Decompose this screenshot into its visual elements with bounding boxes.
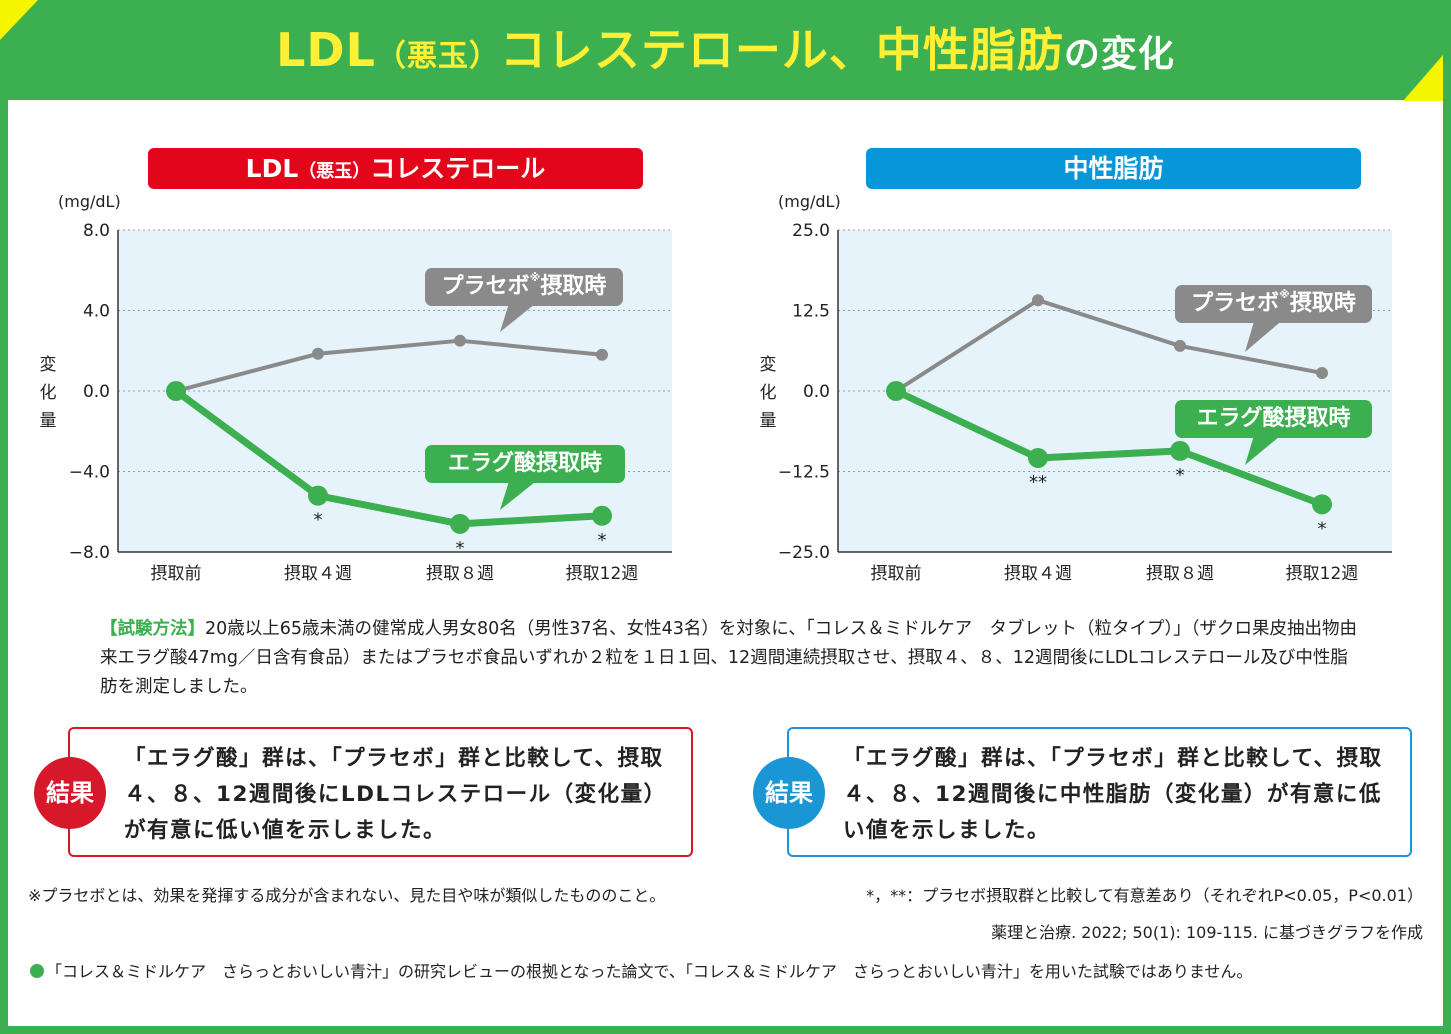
x-tick-label: 摂取８週 <box>1146 564 1214 584</box>
bubble-mark: ※ <box>1279 288 1290 301</box>
title-main: コレステロール、中性脂肪 <box>499 23 1064 77</box>
significance-note: *，**：プラセボ摂取群と比較して有意差あり（それぞれP<0.05，P<0.01… <box>866 886 1423 905</box>
y-axis-label-char: 変 <box>760 355 777 375</box>
ldl-chart-title: LDL（悪玉）コレステロール <box>148 148 643 189</box>
y-tick-label: 4.0 <box>83 302 110 322</box>
page-title: LDL（悪玉）コレステロール、中性脂肪の変化 <box>0 0 1451 100</box>
ellagic-point <box>1312 494 1332 515</box>
x-tick-label: 摂取前 <box>151 564 202 584</box>
y-tick-label: 25.0 <box>792 221 830 241</box>
ldl-result-text: 「エラグ酸」群は、「プラセボ」群と比較して、摂取４、８、12週間後にLDLコレス… <box>124 746 667 843</box>
disclaimer-text: 「コレス＆ミドルケア さらっとおいしい青汁」の研究レビューの根拠となった論文で、… <box>46 962 1253 981</box>
disclaimer: 「コレス＆ミドルケア さらっとおいしい青汁」の研究レビューの根拠となった論文で、… <box>30 957 1430 986</box>
y-tick-label: −8.0 <box>69 543 110 563</box>
ldl-result-box: 結果 「エラグ酸」群は、「プラセボ」群と比較して、摂取４、８、12週間後にLDLコ… <box>34 727 693 857</box>
y-axis-label-char: 化 <box>760 383 777 403</box>
significance-mark: * <box>456 538 465 559</box>
result-badge: 結果 <box>34 757 106 829</box>
placebo-point <box>312 347 324 360</box>
y-unit-label: (mg/dL) <box>58 192 121 211</box>
ellagic-point <box>308 485 328 506</box>
placebo-definition: ※プラセボとは、効果を発揮する成分が含まれない、見た目や味が類似したもののこと。 <box>28 886 666 905</box>
significance-mark: * <box>1176 465 1185 486</box>
tg-result-box: 結果 「エラグ酸」群は、「プラセボ」群と比較して、摂取４、８、12週間後に中性脂肪… <box>753 727 1412 857</box>
corner-stripe-decoration <box>1403 55 1443 101</box>
y-tick-label: −4.0 <box>69 463 110 483</box>
significance-mark: * <box>314 510 323 531</box>
corner-stripe-decoration <box>0 0 38 40</box>
significance-mark: * <box>598 530 607 551</box>
method-text: 20歳以上65歳未満の健常成人男女80名（男性37名、女性43名）を対象に、「コ… <box>100 619 1358 697</box>
significance-mark: ** <box>1029 472 1047 493</box>
placebo-point <box>1316 366 1328 379</box>
ellagic-line <box>173 388 603 528</box>
tg-result-text: 「エラグ酸」群は、「プラセボ」群と比較して、摂取４、８、12週間後に中性脂肪（変… <box>843 746 1383 843</box>
ellagic-bubble-tail <box>1245 432 1285 465</box>
ldl-title-akudama: （悪玉） <box>298 161 371 182</box>
bubble-text: 摂取時 <box>540 274 607 299</box>
placebo-bubble-tail <box>1245 318 1285 352</box>
x-tick-label: 摂取４週 <box>284 564 352 584</box>
x-tick-label: 摂取12週 <box>1286 564 1359 584</box>
y-unit-label: (mg/dL) <box>778 192 841 211</box>
ellagic-point <box>166 381 186 401</box>
x-tick-label: 摂取12週 <box>566 564 639 584</box>
y-tick-label: 0.0 <box>803 382 830 402</box>
placebo-legend-bubble: プラセボ※摂取時 <box>1175 285 1372 323</box>
bubble-text: プラセボ <box>1191 291 1280 316</box>
placebo-bubble-tail <box>500 300 540 332</box>
tg-chart-title: 中性脂肪 <box>866 148 1361 189</box>
ellagic-bubble-tail <box>500 478 540 510</box>
y-tick-label: −12.5 <box>778 463 830 483</box>
ldl-title-chol: コレステロール <box>370 154 546 183</box>
placebo-legend-bubble: プラセボ※摂取時 <box>425 268 623 306</box>
ldl-title-text: LDL <box>245 154 299 183</box>
bullet-icon <box>30 964 44 978</box>
placebo-point <box>596 348 608 361</box>
ellagic-point <box>592 505 612 526</box>
ellagic-legend-bubble: エラグ酸摂取時 <box>1175 400 1372 438</box>
y-axis-label-char: 変 <box>40 355 57 375</box>
bubble-mark: ※ <box>529 271 541 284</box>
placebo-point <box>1174 339 1186 352</box>
x-tick-label: 摂取４週 <box>1004 564 1072 584</box>
result-badge: 結果 <box>753 757 825 829</box>
placebo-point <box>1032 294 1044 307</box>
bubble-text: プラセボ <box>441 274 530 299</box>
title-suffix: の変化 <box>1063 34 1175 75</box>
ellagic-point <box>1028 447 1048 468</box>
ellagic-point <box>886 381 906 401</box>
y-tick-label: −25.0 <box>778 543 830 563</box>
test-method: 【試験方法】20歳以上65歳未満の健常成人男女80名（男性37名、女性43名）を… <box>100 615 1360 702</box>
y-axis-label-char: 量 <box>40 411 57 431</box>
method-label: 【試験方法】 <box>100 619 205 639</box>
significance-mark: * <box>1318 518 1327 539</box>
x-tick-label: 摂取前 <box>871 564 922 584</box>
ellagic-line <box>894 387 1324 508</box>
placebo-point <box>454 334 466 347</box>
placebo-line <box>894 298 1323 393</box>
title-akudama: （悪玉） <box>375 39 500 74</box>
y-axis-label-char: 化 <box>40 383 57 403</box>
title-ldl: LDL <box>276 23 376 77</box>
ellagic-point <box>1170 440 1190 461</box>
y-tick-label: 8.0 <box>83 221 110 241</box>
y-axis-label-char: 量 <box>760 411 777 431</box>
bubble-tails <box>500 300 1285 510</box>
y-tick-label: 12.5 <box>792 302 830 322</box>
ellagic-point <box>450 513 470 534</box>
y-tick-label: 0.0 <box>83 382 110 402</box>
source-citation: 薬理と治療. 2022; 50(1): 109-115. に基づきグラフを作成 <box>991 923 1423 942</box>
x-tick-label: 摂取８週 <box>426 564 494 584</box>
ellagic-legend-bubble: エラグ酸摂取時 <box>425 445 625 483</box>
placebo-line <box>175 338 603 393</box>
bubble-text: 摂取時 <box>1289 291 1356 316</box>
